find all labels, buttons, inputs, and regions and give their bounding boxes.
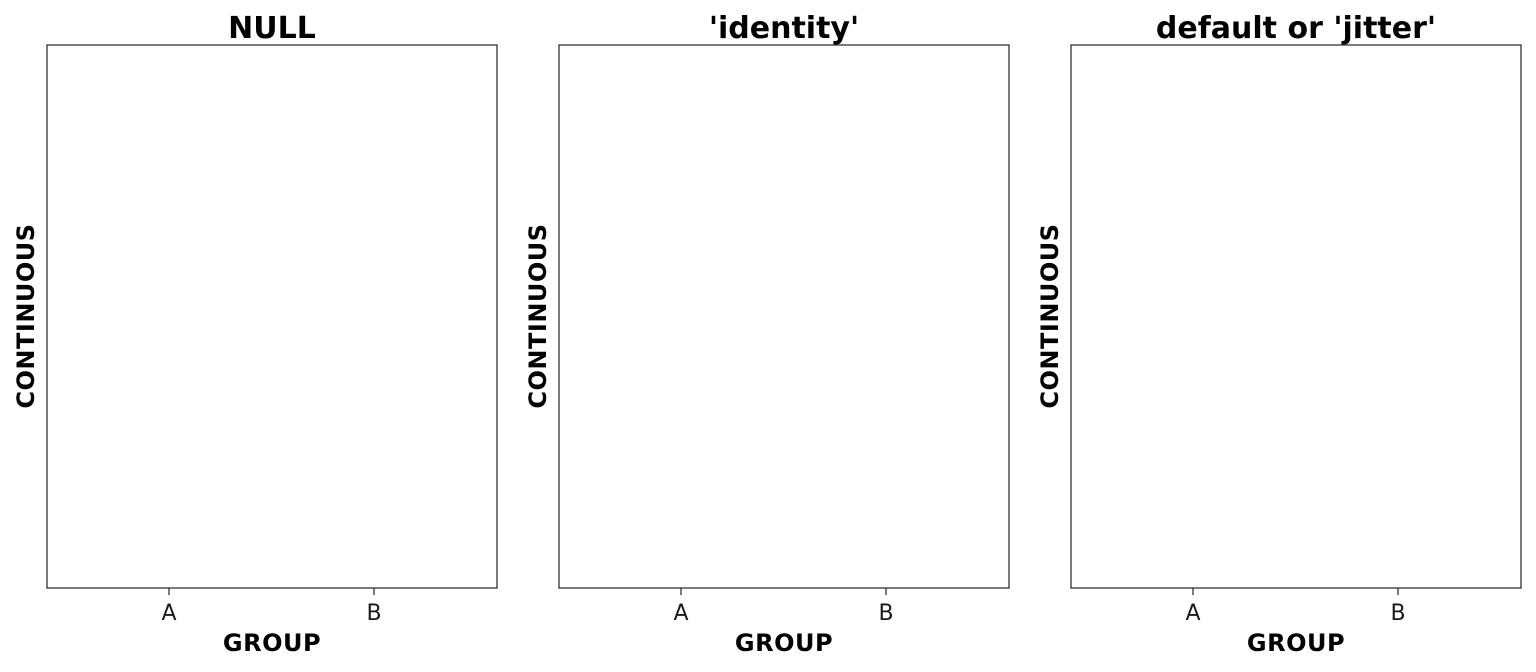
panel-2-x-axis-title: GROUP: [735, 629, 833, 657]
panel-1-x-tick-label-b: B: [366, 601, 381, 626]
panel-3-x-tick-label-b: B: [1390, 601, 1405, 626]
panel-3-title: default or 'jitter': [1156, 11, 1436, 46]
panel-2-title: 'identity': [709, 11, 859, 46]
panel-1-x-axis-title: GROUP: [223, 629, 321, 657]
panel-3: default or 'jitter' A B GROUP CONTINUOUS: [1036, 11, 1522, 657]
panel-1-x-tick-label-a: A: [161, 601, 176, 626]
panel-3-x-axis-title: GROUP: [1247, 629, 1345, 657]
panel-2-plot-area: [558, 44, 1010, 589]
panel-1: NULL A B GROUP CONTINUOUS: [12, 11, 498, 657]
panel-3-y-axis-title: CONTINUOUS: [1036, 223, 1064, 408]
panel-1-plot-area: [46, 44, 498, 589]
panel-3-x-tick-label-a: A: [1185, 601, 1200, 626]
panel-2-x-tick-label-a: A: [673, 601, 688, 626]
panel-2-y-axis-title: CONTINUOUS: [524, 223, 552, 408]
panel-2: 'identity' A B GROUP CONTINUOUS: [524, 11, 1010, 657]
panel-2-x-tick-label-b: B: [878, 601, 893, 626]
panel-3-plot-area: [1070, 44, 1522, 589]
panel-1-y-axis-title: CONTINUOUS: [12, 223, 40, 408]
panel-1-title: NULL: [228, 11, 316, 46]
